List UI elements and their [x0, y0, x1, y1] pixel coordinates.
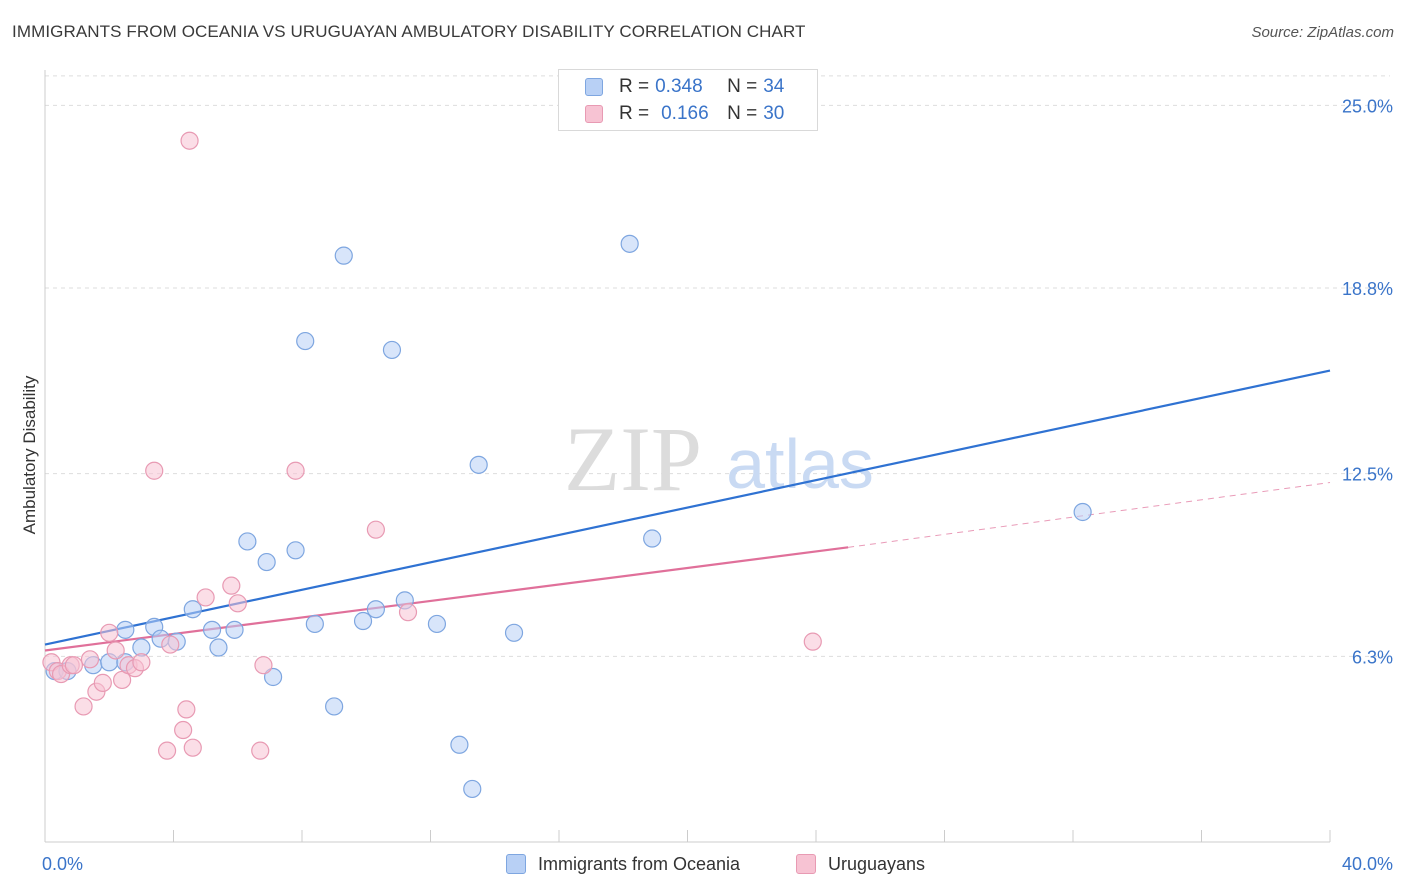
point-uruguayans [254, 656, 273, 675]
point-oceania [366, 600, 385, 619]
legend-swatch-uruguayans [796, 854, 816, 874]
point-oceania [116, 620, 135, 639]
point-oceania [353, 611, 373, 631]
legend-n-label: N = [727, 76, 758, 97]
point-uruguayans [64, 656, 84, 675]
legend-item-uruguayans: Uruguayans [796, 852, 925, 876]
legend-row-uruguayans: R = 0.166 N = 30 [585, 101, 784, 127]
point-oceania [296, 331, 315, 351]
point-uruguayans [106, 641, 125, 660]
legend-label-uruguayans: Uruguayans [828, 853, 926, 874]
y-tick-label: 6.3% [1352, 647, 1393, 667]
point-oceania [183, 600, 202, 619]
legend-r-value: 0.348 [655, 76, 703, 97]
point-uruguayans [80, 650, 100, 669]
point-oceania [286, 541, 305, 560]
legend-r-label: R = [619, 76, 650, 97]
point-uruguayans [161, 635, 180, 654]
legend-n-value: 34 [763, 76, 785, 97]
point-uruguayans [177, 700, 196, 719]
point-oceania [620, 234, 639, 253]
point-oceania [450, 735, 469, 754]
point-uruguayans [180, 131, 199, 150]
point-oceania [263, 667, 283, 687]
legend-r-label: R = [619, 103, 650, 124]
point-oceania [469, 455, 488, 474]
point-uruguayans [228, 594, 247, 613]
point-oceania [334, 246, 353, 265]
point-uruguayans [803, 632, 822, 651]
legend-row-oceania: R = 0.348 N = 34 [585, 74, 784, 100]
grid-lines [45, 75, 1390, 657]
legend-r-value: 0.166 [661, 103, 709, 124]
point-uruguayans [366, 520, 385, 539]
y-tick-label: 12.5% [1342, 465, 1393, 485]
y-tick-label: 18.8% [1342, 279, 1393, 299]
trendline-oceania [44, 369, 1331, 646]
point-uruguayans [183, 738, 202, 757]
point-oceania [325, 697, 344, 716]
correlation-legend: R = 0.348 N = 34 R = 0.166 N = 30 [558, 69, 818, 131]
point-uruguayans [174, 720, 193, 740]
point-oceania [427, 614, 447, 634]
point-uruguayans [74, 697, 93, 716]
watermark-atlas: atlas [726, 425, 874, 503]
point-oceania [1073, 502, 1092, 522]
watermark-zip: ZIP [564, 408, 702, 510]
point-oceania [238, 532, 257, 551]
data-points [42, 131, 1092, 799]
axes [44, 70, 1331, 843]
tick-labels: 6.3% 12.5% 18.8% 25.0% 0.0% 40.0% [42, 96, 1393, 874]
point-oceania [257, 552, 276, 572]
point-uruguayans [222, 576, 241, 595]
point-uruguayans [286, 461, 305, 480]
y-axis-label: Ambulatory Disability [20, 375, 39, 535]
legend-label-oceania: Immigrants from Oceania [538, 853, 741, 874]
legend-swatch-oceania [506, 854, 526, 874]
point-uruguayans [398, 603, 418, 622]
point-oceania [225, 620, 244, 639]
x-tick-label: 40.0% [1342, 854, 1393, 874]
point-oceania [202, 620, 222, 639]
chart-title: IMMIGRANTS FROM OCEANIA VS URUGUAYAN AMB… [12, 22, 806, 41]
legend-swatch-uruguayans [585, 105, 603, 123]
point-uruguayans [132, 653, 151, 672]
point-oceania [305, 614, 324, 634]
point-oceania [463, 779, 482, 799]
point-uruguayans [251, 741, 270, 760]
point-uruguayans [196, 588, 215, 607]
source-label: Source: ZipAtlas.com [1251, 24, 1394, 41]
point-uruguayans [145, 461, 164, 480]
point-uruguayans [100, 623, 119, 642]
legend-swatch-oceania [585, 78, 603, 96]
point-uruguayans [157, 741, 177, 760]
watermark: ZIP atlas [564, 408, 874, 510]
point-oceania [382, 340, 402, 360]
point-uruguayans [93, 673, 112, 692]
x-tick-label: 0.0% [42, 854, 83, 874]
legend-n-label: N = [727, 103, 758, 124]
point-oceania [643, 529, 662, 548]
legend-item-oceania: Immigrants from Oceania [506, 852, 740, 876]
y-tick-label: 25.0% [1342, 96, 1393, 116]
point-oceania [209, 638, 228, 657]
legend-n-value: 30 [763, 103, 785, 124]
point-oceania [504, 623, 524, 642]
